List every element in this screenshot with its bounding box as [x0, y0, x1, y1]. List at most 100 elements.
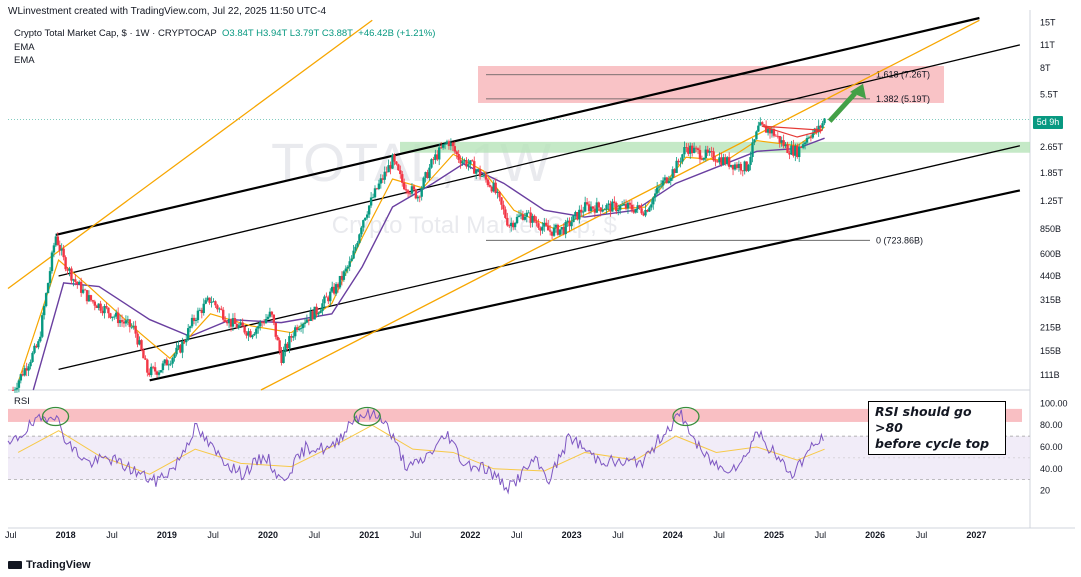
rsi-peak-circle-0 [41, 406, 70, 427]
candle-body [548, 230, 552, 232]
candle-body [510, 222, 513, 227]
candle-body [33, 345, 36, 353]
candle-body [677, 160, 680, 163]
candle [188, 325, 192, 333]
candle [200, 307, 204, 319]
candle-body [264, 318, 268, 324]
candle-body [307, 319, 311, 321]
time-tick-label: 2024 [663, 530, 683, 540]
candle-body [583, 202, 587, 212]
candle-body [624, 203, 628, 209]
candle [762, 124, 766, 126]
candle [823, 118, 826, 126]
price-tick-label: 1.85T [1040, 168, 1064, 178]
candle-body [420, 188, 423, 197]
candle-body [346, 266, 349, 269]
time-tick-label: 2019 [157, 530, 177, 540]
candle-body [498, 191, 501, 198]
candle-body [729, 164, 733, 167]
rsi-legend[interactable]: RSI [14, 396, 30, 407]
candle-body [109, 313, 112, 318]
candle [459, 155, 462, 169]
candle-body [823, 118, 826, 124]
ema-legend-2[interactable]: EMA [14, 55, 35, 66]
candle-body [25, 368, 28, 371]
candle-body [611, 201, 614, 212]
candle-body [74, 279, 77, 282]
candle [585, 197, 589, 206]
candle-body [60, 248, 63, 251]
candle [788, 150, 791, 160]
candle [710, 146, 713, 157]
candle-body [223, 319, 227, 322]
candle-body [572, 215, 575, 223]
candle-body [424, 172, 427, 178]
candle [91, 299, 95, 304]
candle-body [550, 231, 554, 236]
candle [626, 201, 630, 214]
candle [774, 134, 778, 137]
rsi-overbought-zone [8, 408, 1022, 422]
candle-body [574, 212, 577, 216]
candle [387, 159, 390, 173]
candle-body [272, 314, 276, 323]
time-tick-label: Jul [511, 530, 523, 540]
candle [132, 321, 135, 330]
candle [784, 142, 787, 149]
candle [447, 139, 451, 150]
candle [165, 357, 168, 366]
candle [103, 304, 106, 319]
candle-body [762, 124, 766, 126]
candle-body [776, 135, 780, 137]
candle [27, 363, 30, 377]
candle [89, 294, 93, 302]
candle [517, 210, 521, 218]
candle [436, 150, 439, 162]
candle [634, 208, 637, 214]
candle [395, 161, 398, 166]
fib-level-label-2: 0 (723.86B) [876, 235, 923, 245]
candle [393, 153, 396, 166]
candle-body [274, 322, 277, 337]
tradingview-logo[interactable]: TradingView [8, 559, 91, 571]
price-tick-label: 315B [1040, 295, 1061, 305]
candle-body [496, 191, 499, 193]
candle [64, 255, 67, 272]
candle [19, 373, 23, 384]
candle [204, 297, 207, 305]
candle [249, 329, 252, 338]
candle-body [130, 326, 133, 328]
candle [819, 124, 822, 134]
candle-body [531, 215, 534, 223]
candle-body [416, 196, 420, 199]
channel-line-0 [55, 16, 980, 237]
candle-body [72, 279, 75, 281]
candle [630, 200, 634, 213]
candle [175, 342, 178, 357]
candle-body [338, 275, 342, 288]
candle-body [44, 293, 48, 307]
candle-body [157, 372, 161, 375]
candle-body [646, 209, 649, 212]
candle-body [766, 129, 770, 133]
breakout-arrow-shaft [827, 91, 857, 123]
candle [218, 307, 221, 313]
candle [317, 311, 320, 317]
candle [805, 133, 809, 145]
candle-body [202, 303, 205, 314]
ema-legend-1[interactable]: EMA [14, 42, 35, 53]
candle-body [140, 340, 143, 351]
candle [352, 244, 355, 260]
candle [739, 161, 743, 175]
candle [177, 340, 180, 351]
candle [70, 266, 73, 284]
candle [467, 158, 470, 171]
candle-body [722, 157, 725, 165]
candle [548, 225, 552, 236]
candle [46, 282, 50, 294]
candle [39, 331, 42, 343]
candle [350, 255, 353, 262]
candle-body [535, 221, 538, 224]
candle-body [478, 169, 482, 177]
